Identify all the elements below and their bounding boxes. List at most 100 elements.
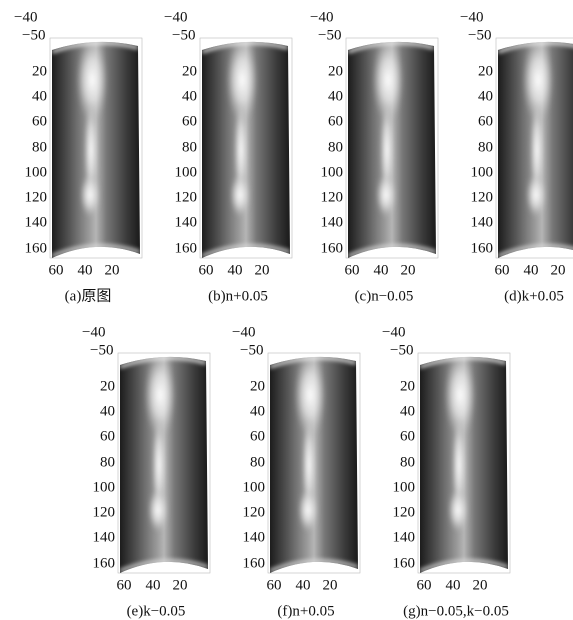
y-label: 160 <box>471 240 494 256</box>
bottom-rim <box>420 559 508 573</box>
caption: (c)n−0.05 <box>355 288 414 304</box>
caption: (g)n−0.05,k−0.05 <box>403 603 509 619</box>
y-label: 120 <box>25 189 48 205</box>
x-label: 40 <box>78 262 93 278</box>
y-label: 160 <box>321 240 344 256</box>
y-label: 20 <box>182 63 197 79</box>
x-label: 60 <box>267 577 282 593</box>
x-label: 20 <box>551 262 566 278</box>
y-label: 80 <box>478 139 493 155</box>
ridge-low <box>376 173 396 217</box>
y-label: −50 <box>22 27 45 43</box>
frame <box>117 352 211 574</box>
x-label: 60 <box>117 577 132 593</box>
y-label: 100 <box>471 164 494 180</box>
bottom-rim <box>348 244 436 258</box>
y-label: 20 <box>328 63 343 79</box>
y-label: 140 <box>243 529 266 545</box>
y-label: −50 <box>240 342 263 358</box>
y-label: 80 <box>182 139 197 155</box>
x-label: 40 <box>374 262 389 278</box>
y-label: 60 <box>478 113 493 129</box>
ridge-top <box>294 356 326 437</box>
y-label: −40 <box>382 324 405 340</box>
y-label: 20 <box>100 378 115 394</box>
y-label: −50 <box>90 342 113 358</box>
y-label: 60 <box>32 113 47 129</box>
y-label: 60 <box>250 428 265 444</box>
y-label: 80 <box>400 454 415 470</box>
ridge-top <box>444 356 476 437</box>
highlight <box>348 41 436 258</box>
ridge-low <box>448 488 468 532</box>
ridge-low <box>148 488 168 532</box>
ridge-low <box>298 488 318 532</box>
highlight <box>52 41 140 258</box>
y-label: 20 <box>478 63 493 79</box>
x-label: 60 <box>345 262 360 278</box>
x-label: 40 <box>524 262 539 278</box>
x-label: 20 <box>401 262 416 278</box>
caption: (d)k+0.05 <box>504 288 564 304</box>
y-label: 100 <box>243 479 266 495</box>
y-label: 20 <box>250 378 265 394</box>
y-label: 120 <box>321 189 344 205</box>
x-label: 20 <box>255 262 270 278</box>
x-label: 20 <box>323 577 338 593</box>
y-label: 60 <box>400 428 415 444</box>
top-rim <box>120 356 207 369</box>
top-rim <box>498 41 573 54</box>
y-label: 140 <box>393 529 416 545</box>
y-label: −40 <box>164 9 187 25</box>
y-label: −50 <box>390 342 413 358</box>
top-rim <box>270 356 357 369</box>
y-label: 120 <box>393 504 416 520</box>
highlight <box>498 41 573 258</box>
top-rim <box>420 356 507 369</box>
ridge-low <box>80 173 100 217</box>
frame <box>495 37 573 259</box>
y-label: 40 <box>100 403 115 419</box>
y-label: 140 <box>93 529 116 545</box>
y-label: −40 <box>14 9 37 25</box>
y-label: −40 <box>232 324 255 340</box>
y-label: −50 <box>468 27 491 43</box>
frame <box>199 37 293 259</box>
y-label: 20 <box>400 378 415 394</box>
x-label: 60 <box>199 262 214 278</box>
y-label: 160 <box>393 555 416 571</box>
y-label: 80 <box>328 139 343 155</box>
y-label: 60 <box>182 113 197 129</box>
y-label: 100 <box>93 479 116 495</box>
x-label: 40 <box>446 577 461 593</box>
y-label: 80 <box>250 454 265 470</box>
y-label: 120 <box>175 189 198 205</box>
frame <box>417 352 511 574</box>
y-label: 100 <box>393 479 416 495</box>
y-label: 100 <box>321 164 344 180</box>
x-label: 20 <box>473 577 488 593</box>
y-label: 40 <box>400 403 415 419</box>
bottom-rim <box>120 559 208 573</box>
y-label: 60 <box>328 113 343 129</box>
caption: (a)原图 <box>65 287 112 304</box>
x-label: 60 <box>417 577 432 593</box>
highlight <box>120 356 208 573</box>
y-label: −50 <box>172 27 195 43</box>
y-label: 120 <box>471 189 494 205</box>
y-label: 60 <box>100 428 115 444</box>
y-label: −40 <box>82 324 105 340</box>
top-rim <box>52 41 139 54</box>
y-label: 20 <box>32 63 47 79</box>
frame <box>267 352 361 574</box>
ridge-top <box>372 41 404 122</box>
bottom-rim <box>498 244 573 258</box>
y-label: 140 <box>471 214 494 230</box>
x-label: 40 <box>228 262 243 278</box>
caption: (b)n+0.05 <box>208 288 268 304</box>
